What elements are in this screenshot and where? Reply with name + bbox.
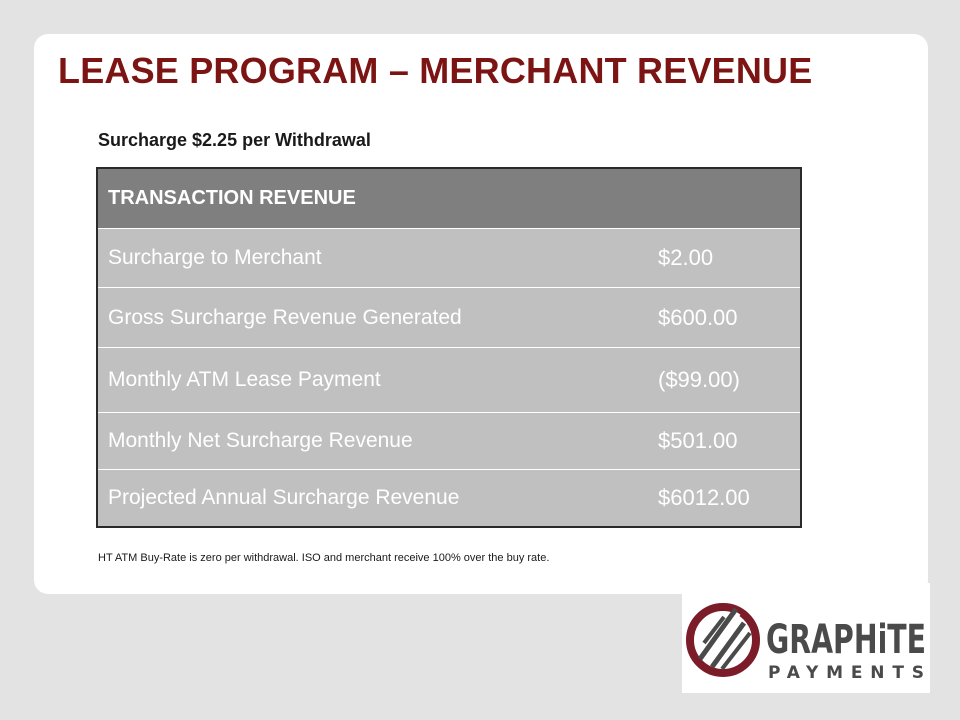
logo-ring — [686, 603, 760, 677]
table-header: TRANSACTION REVENUE — [97, 168, 801, 229]
row-value: $501.00 — [648, 412, 801, 470]
row-label: Monthly ATM Lease Payment — [97, 347, 648, 413]
table-row: Monthly Net Surcharge Revenue $501.00 — [97, 412, 801, 470]
surcharge-subtitle: Surcharge $2.25 per Withdrawal — [98, 130, 371, 150]
logo-wordmark: GRAPHiTE — [766, 617, 926, 663]
slide-title: LEASE PROGRAM – MERCHANT REVENUE — [58, 50, 813, 91]
graphite-payments-logo-icon: GRAPHiTE PAYMENTS — [686, 603, 926, 683]
row-value: $2.00 — [648, 228, 801, 288]
row-value: $600.00 — [648, 287, 801, 348]
row-label: Projected Annual Surcharge Revenue — [97, 469, 648, 527]
row-label: Monthly Net Surcharge Revenue — [97, 412, 648, 470]
table-row: Monthly ATM Lease Payment ($99.00) — [97, 347, 801, 413]
transaction-revenue-table: TRANSACTION REVENUE Surcharge to Merchan… — [96, 167, 802, 528]
row-label: Surcharge to Merchant — [97, 228, 648, 288]
table-header-row: TRANSACTION REVENUE — [97, 168, 801, 229]
graphite-payments-logo: GRAPHiTE PAYMENTS — [682, 583, 930, 693]
table-row: Projected Annual Surcharge Revenue $6012… — [97, 469, 801, 527]
row-label: Gross Surcharge Revenue Generated — [97, 287, 648, 348]
logo-subtext: PAYMENTS — [768, 663, 924, 683]
row-value: $6012.00 — [648, 469, 801, 527]
table-row: Gross Surcharge Revenue Generated $600.0… — [97, 287, 801, 348]
buy-rate-footnote: HT ATM Buy-Rate is zero per withdrawal. … — [98, 552, 550, 564]
row-value: ($99.00) — [648, 347, 801, 413]
table-row: Surcharge to Merchant $2.00 — [97, 228, 801, 288]
